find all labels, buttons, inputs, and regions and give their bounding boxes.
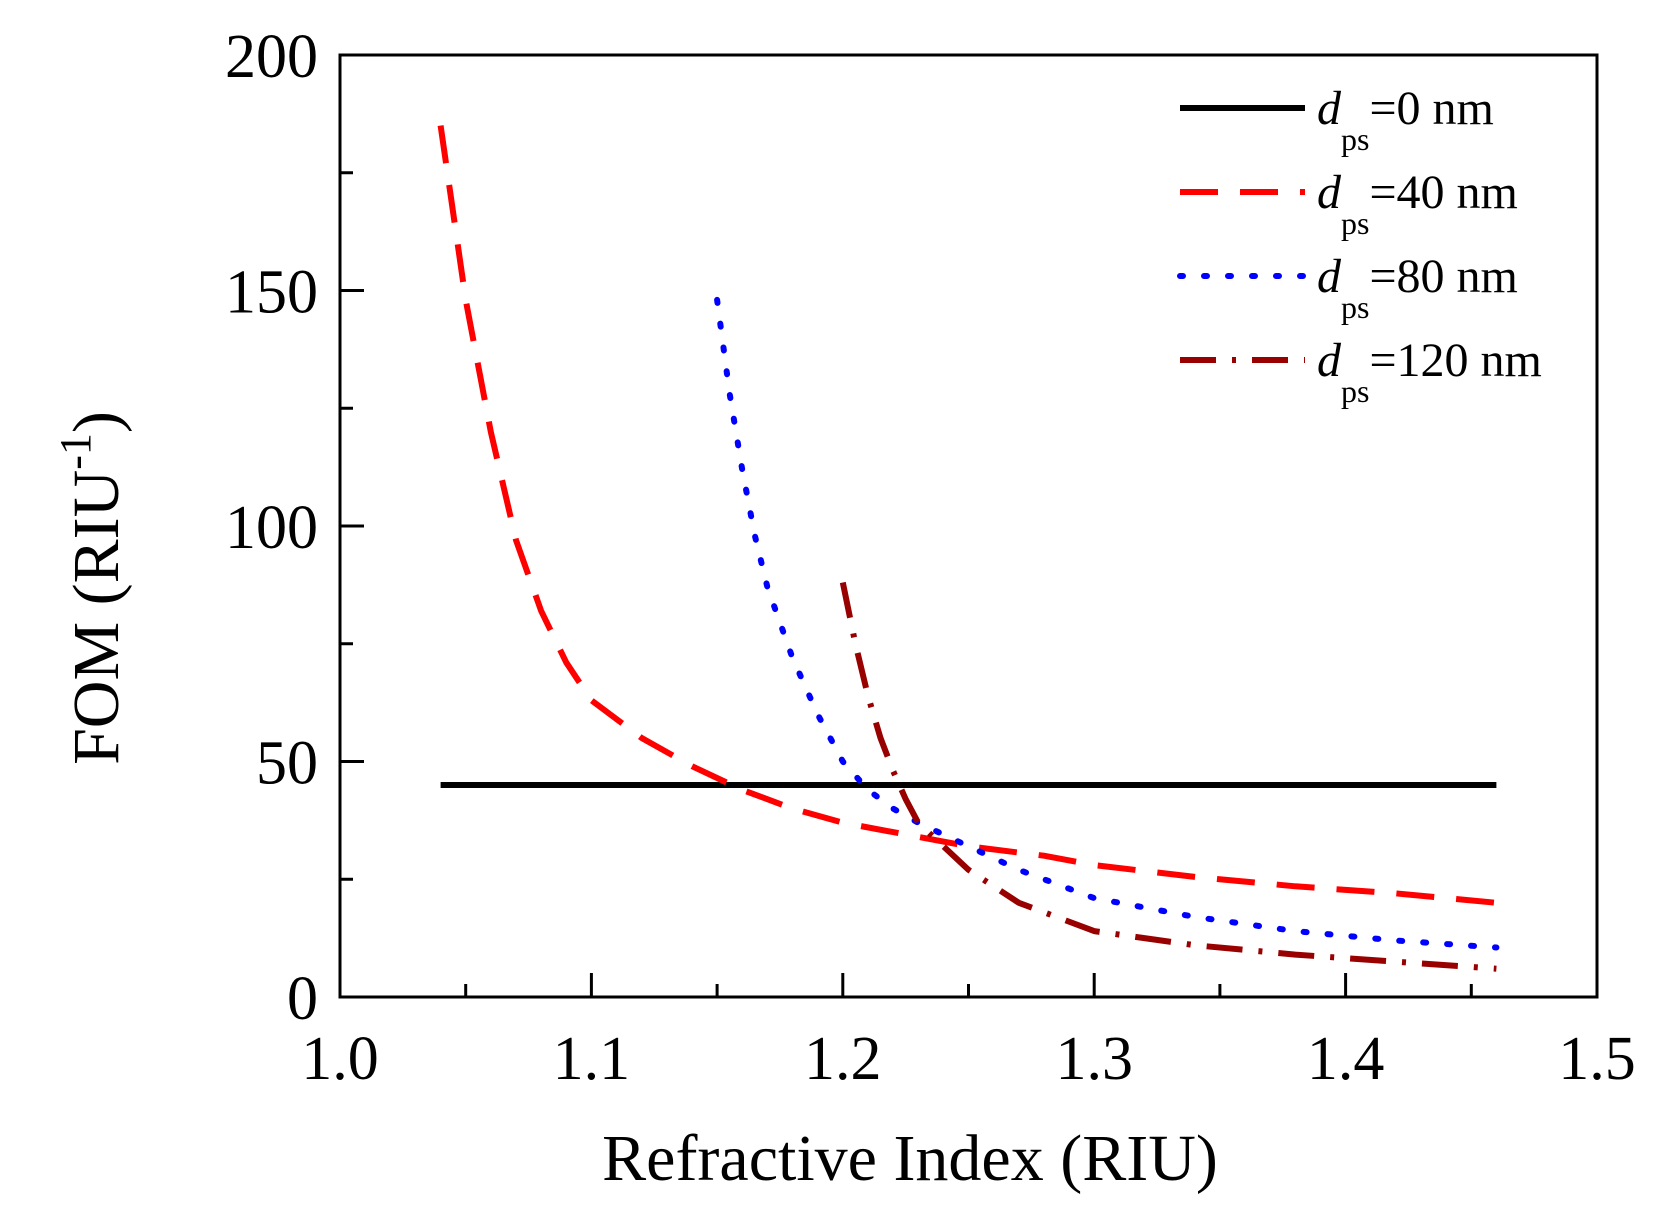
y-tick-label: 50 — [256, 730, 318, 798]
y-tick-label: 200 — [225, 23, 318, 91]
x-tick-label: 1.0 — [301, 1025, 379, 1093]
legend-text: =80 nm — [1369, 250, 1517, 303]
y-tick-label: 0 — [287, 965, 318, 1033]
series-lines — [437, 125, 1500, 972]
legend-entry: dps=0 nm — [1317, 82, 1494, 157]
legend-entry: dps=80 nm — [1317, 250, 1518, 325]
legend-text: =0 nm — [1369, 82, 1493, 135]
y-tick-label: 150 — [225, 259, 318, 327]
legend-symbol: d — [1317, 166, 1342, 219]
y-axis-label-superscript: -1 — [51, 433, 100, 470]
legend-entry: dps=120 nm — [1317, 334, 1542, 409]
series-line-1 — [437, 125, 1497, 906]
series-line-3 — [839, 581, 1497, 972]
legend-symbol: d — [1317, 250, 1342, 303]
x-tick-label: 1.5 — [1558, 1025, 1636, 1093]
legend-symbol: d — [1317, 82, 1342, 135]
legend-symbol: d — [1317, 334, 1342, 387]
legend-subscript: ps — [1341, 205, 1369, 241]
x-tick-label: 1.1 — [553, 1025, 631, 1093]
legend-entry: dps=40 nm — [1317, 166, 1518, 241]
legend-text: =40 nm — [1369, 166, 1517, 219]
y-axis-label: FOM (RIU-1) — [51, 411, 133, 765]
legend-subscript: ps — [1341, 121, 1369, 157]
y-axis-label-close: ) — [60, 411, 133, 433]
y-axis-label-main: FOM (RIU — [60, 470, 133, 765]
x-tick-label: 1.3 — [1055, 1025, 1133, 1093]
legend-subscript: ps — [1341, 373, 1369, 409]
x-tick-label: 1.4 — [1307, 1025, 1385, 1093]
legend-subscript: ps — [1341, 289, 1369, 325]
series-line-2 — [714, 296, 1500, 951]
tick-labels: 1.0 1.1 1.2 1.3 1.4 1.5 0 50 100 150 200 — [225, 23, 1636, 1093]
plot-frame — [338, 53, 1599, 999]
legend-text: =120 nm — [1369, 334, 1541, 387]
x-axis-label: Refractive Index (RIU) — [602, 1122, 1218, 1195]
x-tick-label: 1.2 — [804, 1025, 882, 1093]
y-tick-label: 100 — [225, 494, 318, 562]
